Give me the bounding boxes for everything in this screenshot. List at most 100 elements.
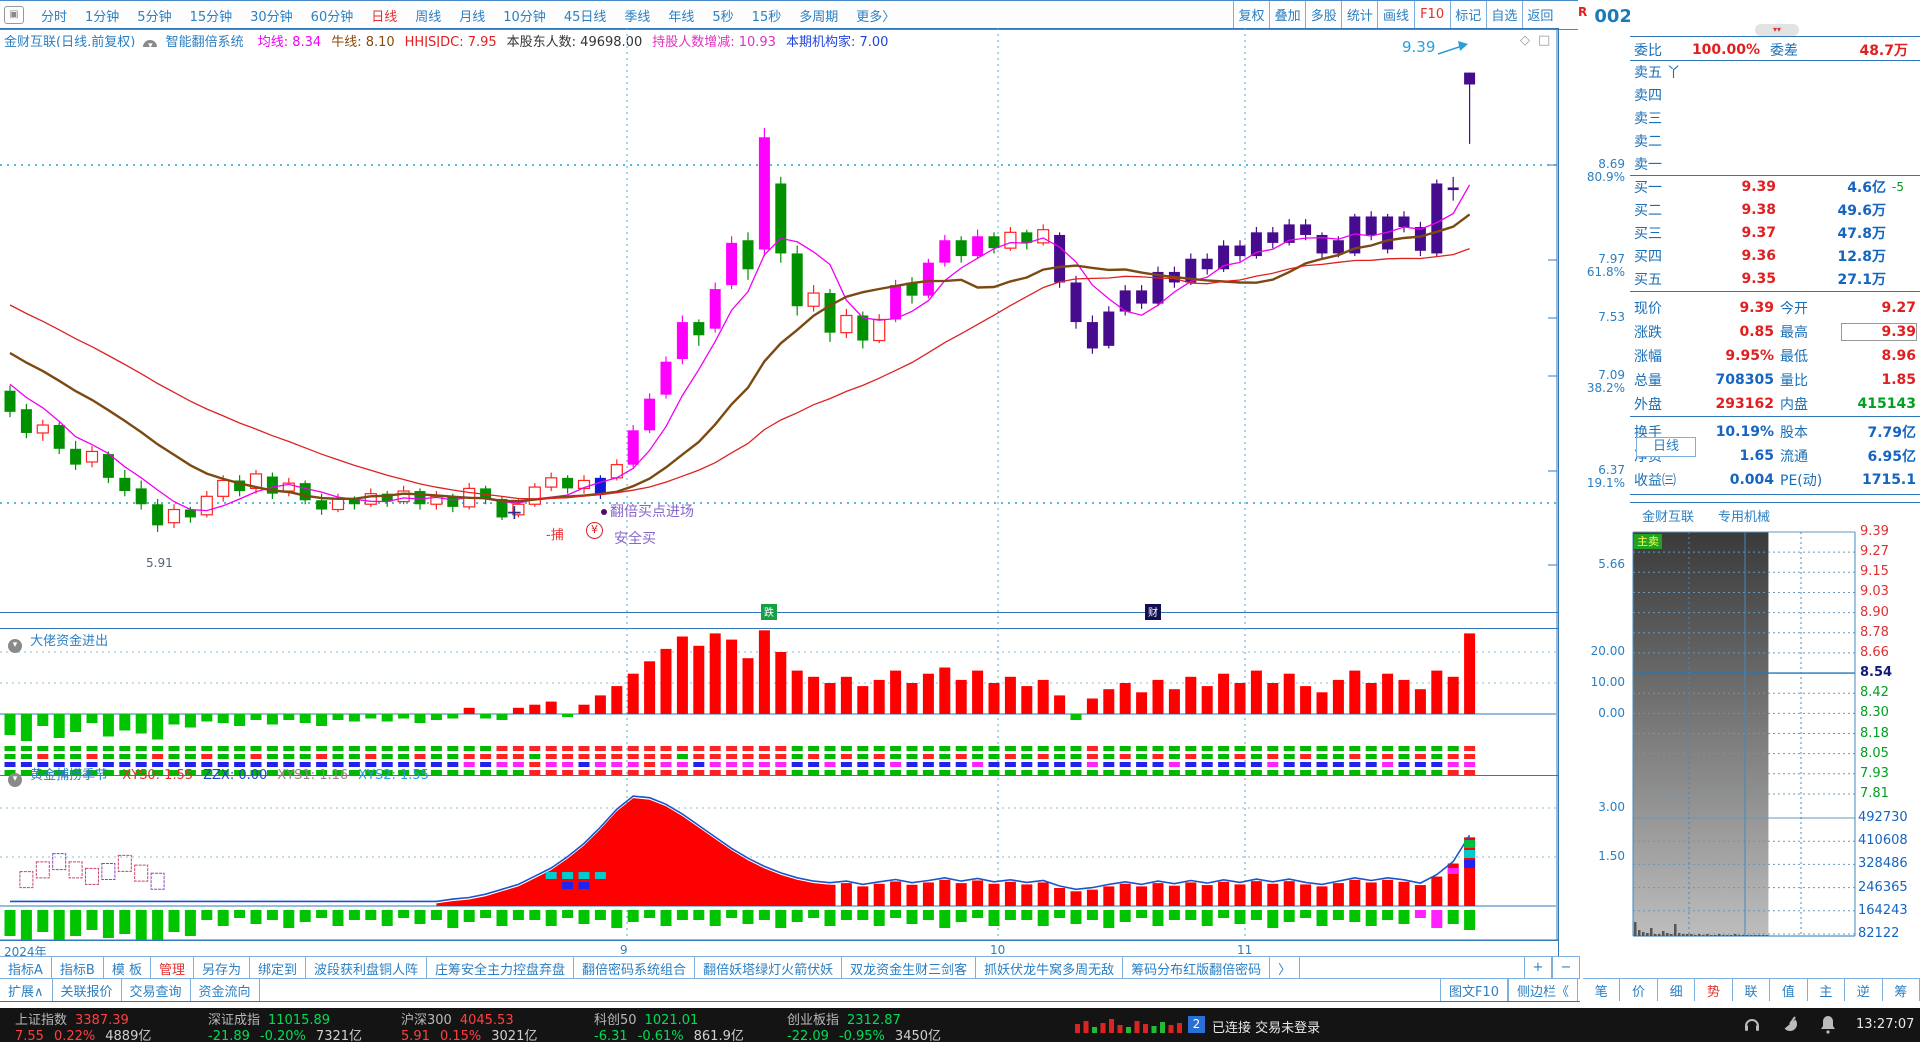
event-badge-财[interactable]: 财: [1145, 604, 1161, 620]
sidebar-tab-金财互联[interactable]: 金财互联: [1642, 509, 1695, 525]
tab-指标A[interactable]: 指标A: [0, 957, 52, 979]
tab-双龙资金生财三剑客[interactable]: 双龙资金生财三剑客: [842, 957, 977, 979]
index-上证指数[interactable]: 上证指数 3387.39 7.55 0.22% 4889亿: [15, 1013, 152, 1042]
ladder-price-8.54: 8.54: [1860, 665, 1893, 681]
zoom-out-button[interactable]: −: [1552, 957, 1580, 979]
price-axis-column: 8.69 80.9% 7.97 61.8% 7.53 7.09 38.2% 6.37 19.1%…: [1558, 28, 1632, 956]
tab-交易查询[interactable]: 交易查询: [122, 979, 191, 1001]
period-10分钟[interactable]: 10分钟: [503, 9, 546, 25]
buy-row-买四[interactable]: 买四 9.36 12.8万: [1634, 247, 1886, 265]
period-45日线[interactable]: 45日线: [563, 9, 607, 25]
tab-翻倍密码系统组合[interactable]: 翻倍密码系统组合: [574, 957, 696, 979]
toolbar-button-返回[interactable]: 返回: [1521, 1, 1558, 28]
period-15秒[interactable]: 15秒: [751, 9, 782, 25]
volume-scale-328486: 328486: [1858, 856, 1908, 872]
collapse-circle-icon[interactable]: ▾: [8, 639, 22, 653]
tab-翻倍妖塔绿灯火箭伏妖[interactable]: 翻倍妖塔绿灯火箭伏妖: [695, 957, 843, 979]
period-60分钟[interactable]: 60分钟: [310, 9, 354, 25]
side-tab-筹[interactable]: 筹: [1883, 979, 1920, 1001]
period-多周期[interactable]: 多周期: [799, 9, 839, 25]
index-科创50[interactable]: 科创50 1021.01 -6.31 -0.61% 861.9亿: [594, 1013, 744, 1042]
button-侧边栏《[interactable]: 侧边栏《: [1507, 979, 1578, 1001]
satellite-icon[interactable]: [1780, 1014, 1800, 1034]
period-日线[interactable]: 日线: [371, 9, 398, 25]
toolbar-button-标记[interactable]: 标记: [1449, 1, 1486, 28]
window-menu-icon[interactable]: ▣: [4, 6, 24, 24]
button-图文F10[interactable]: 图文F10: [1439, 979, 1508, 1001]
index-沪深300[interactable]: 沪深300 4045.53 5.91 0.15% 3021亿: [401, 1013, 538, 1042]
side-tab-主[interactable]: 主: [1808, 979, 1846, 1001]
period-5分钟[interactable]: 5分钟: [137, 9, 172, 25]
headset-icon[interactable]: [1742, 1014, 1762, 1034]
toolbar-button-叠加[interactable]: 叠加: [1269, 1, 1305, 28]
collapse-circle-icon[interactable]: ▾: [143, 40, 158, 47]
tab-模 板[interactable]: 模 板: [104, 957, 151, 979]
r-flag: R: [1578, 5, 1588, 19]
toolbar-button-画线[interactable]: 画线: [1377, 1, 1413, 28]
sell-row-卖一[interactable]: 卖一: [1634, 156, 1662, 173]
buy-row-买五[interactable]: 买五 9.35 27.1万: [1634, 270, 1886, 288]
footer-icons: [1742, 1014, 1838, 1034]
bell-icon[interactable]: [1818, 1014, 1838, 1034]
side-tab-逆[interactable]: 逆: [1845, 979, 1883, 1001]
toolbar-button-自选[interactable]: 自选: [1485, 1, 1522, 28]
side-tab-联[interactable]: 联: [1733, 979, 1771, 1001]
period-季线[interactable]: 季线: [624, 9, 651, 25]
tab-〉[interactable]: 〉: [1270, 957, 1301, 979]
period-5秒[interactable]: 5秒: [712, 9, 734, 25]
toolbar-button-统计[interactable]: 统计: [1341, 1, 1377, 28]
toolbar-button-复权[interactable]: 复权: [1233, 1, 1269, 28]
buy-row-买一[interactable]: 买一 9.39 4.6亿 -5: [1634, 178, 1904, 196]
index-深证成指[interactable]: 深证成指 11015.89 -21.89 -0.20% 7321亿: [208, 1013, 363, 1042]
tab-庄筹安全主力控盘弃盘[interactable]: 庄筹安全主力控盘弃盘: [427, 957, 575, 979]
event-badge-跌[interactable]: 跌: [761, 604, 777, 620]
period-月线[interactable]: 月线: [459, 9, 486, 25]
volume-scale-246365: 246365: [1858, 879, 1908, 895]
period-年线[interactable]: 年线: [668, 9, 695, 25]
period-1分钟[interactable]: 1分钟: [85, 9, 120, 25]
chart-corner-icons[interactable]: ◇□: [1520, 33, 1559, 48]
buy-row-买三[interactable]: 买三 9.37 47.8万: [1634, 224, 1886, 242]
period-更多〉[interactable]: 更多〉: [856, 9, 896, 25]
intraday-chart-canvas[interactable]: [1630, 528, 1920, 940]
tab-关联报价[interactable]: 关联报价: [53, 979, 122, 1001]
message-count-badge[interactable]: 2: [1188, 1016, 1205, 1033]
tab-另存为[interactable]: 另存为: [194, 957, 250, 979]
buy-row-买二[interactable]: 买二 9.38 49.6万: [1634, 201, 1886, 219]
tab-管理[interactable]: 管理: [151, 957, 194, 979]
period-30分钟[interactable]: 30分钟: [250, 9, 293, 25]
sell-row-卖五[interactable]: 卖五 丫: [1634, 64, 1681, 81]
sell-row-卖四[interactable]: 卖四: [1634, 87, 1662, 104]
orderbook-collapse-button[interactable]: ▾▾: [1755, 24, 1799, 36]
sidebar-tab-专用机械[interactable]: 专用机械: [1718, 509, 1771, 525]
side-tab-势[interactable]: 势: [1695, 979, 1733, 1001]
sell-row-卖三[interactable]: 卖三: [1634, 110, 1662, 127]
period-15分钟[interactable]: 15分钟: [189, 9, 233, 25]
panel3-axis-3.00: 3.00: [1598, 800, 1625, 814]
toolbar-button-多股[interactable]: 多股: [1305, 1, 1341, 28]
zoom-in-button[interactable]: +: [1524, 957, 1552, 979]
tab-筹码分布红版翻倍密码[interactable]: 筹码分布红版翻倍密码: [1123, 957, 1271, 979]
side-tab-笔[interactable]: 笔: [1583, 979, 1621, 1001]
metric-均线: 均线: 8.34: [257, 35, 322, 47]
tab-波段获利盘铜人阵[interactable]: 波段获利盘铜人阵: [306, 957, 428, 979]
chart-zone[interactable]: 金财互联(日线.前复权) ▾ 智能翻倍系统 均线: 8.34 牛线: 8.10 HH…: [0, 0, 1580, 1008]
tab-绑定到[interactable]: 绑定到: [250, 957, 307, 979]
period-分时[interactable]: 分时: [41, 9, 68, 25]
collapse-circle-icon[interactable]: ▾: [8, 773, 22, 787]
side-tab-值[interactable]: 值: [1770, 979, 1808, 1001]
toolbar-button-F10[interactable]: F10: [1413, 1, 1450, 28]
sell-row-卖二[interactable]: 卖二: [1634, 133, 1662, 150]
side-tab-价[interactable]: 价: [1620, 979, 1658, 1001]
tab-扩展∧[interactable]: 扩展∧: [0, 979, 53, 1001]
tab-资金流向[interactable]: 资金流向: [191, 979, 260, 1001]
main-chart-canvas[interactable]: 跌财: [0, 28, 1558, 940]
volume-scale-164243: 164243: [1858, 902, 1908, 918]
tab-抓妖伏龙牛窝多周无敌[interactable]: 抓妖伏龙牛窝多周无敌: [976, 957, 1124, 979]
period-周线[interactable]: 周线: [415, 9, 442, 25]
seller-tag: 主卖: [1634, 534, 1662, 549]
tab-指标B[interactable]: 指标B: [52, 957, 104, 979]
index-创业板指[interactable]: 创业板指 2312.87 -22.09 -0.95% 3450亿: [787, 1013, 942, 1042]
side-tab-细[interactable]: 细: [1658, 979, 1696, 1001]
intraday-period-button[interactable]: 日线: [1636, 437, 1696, 457]
